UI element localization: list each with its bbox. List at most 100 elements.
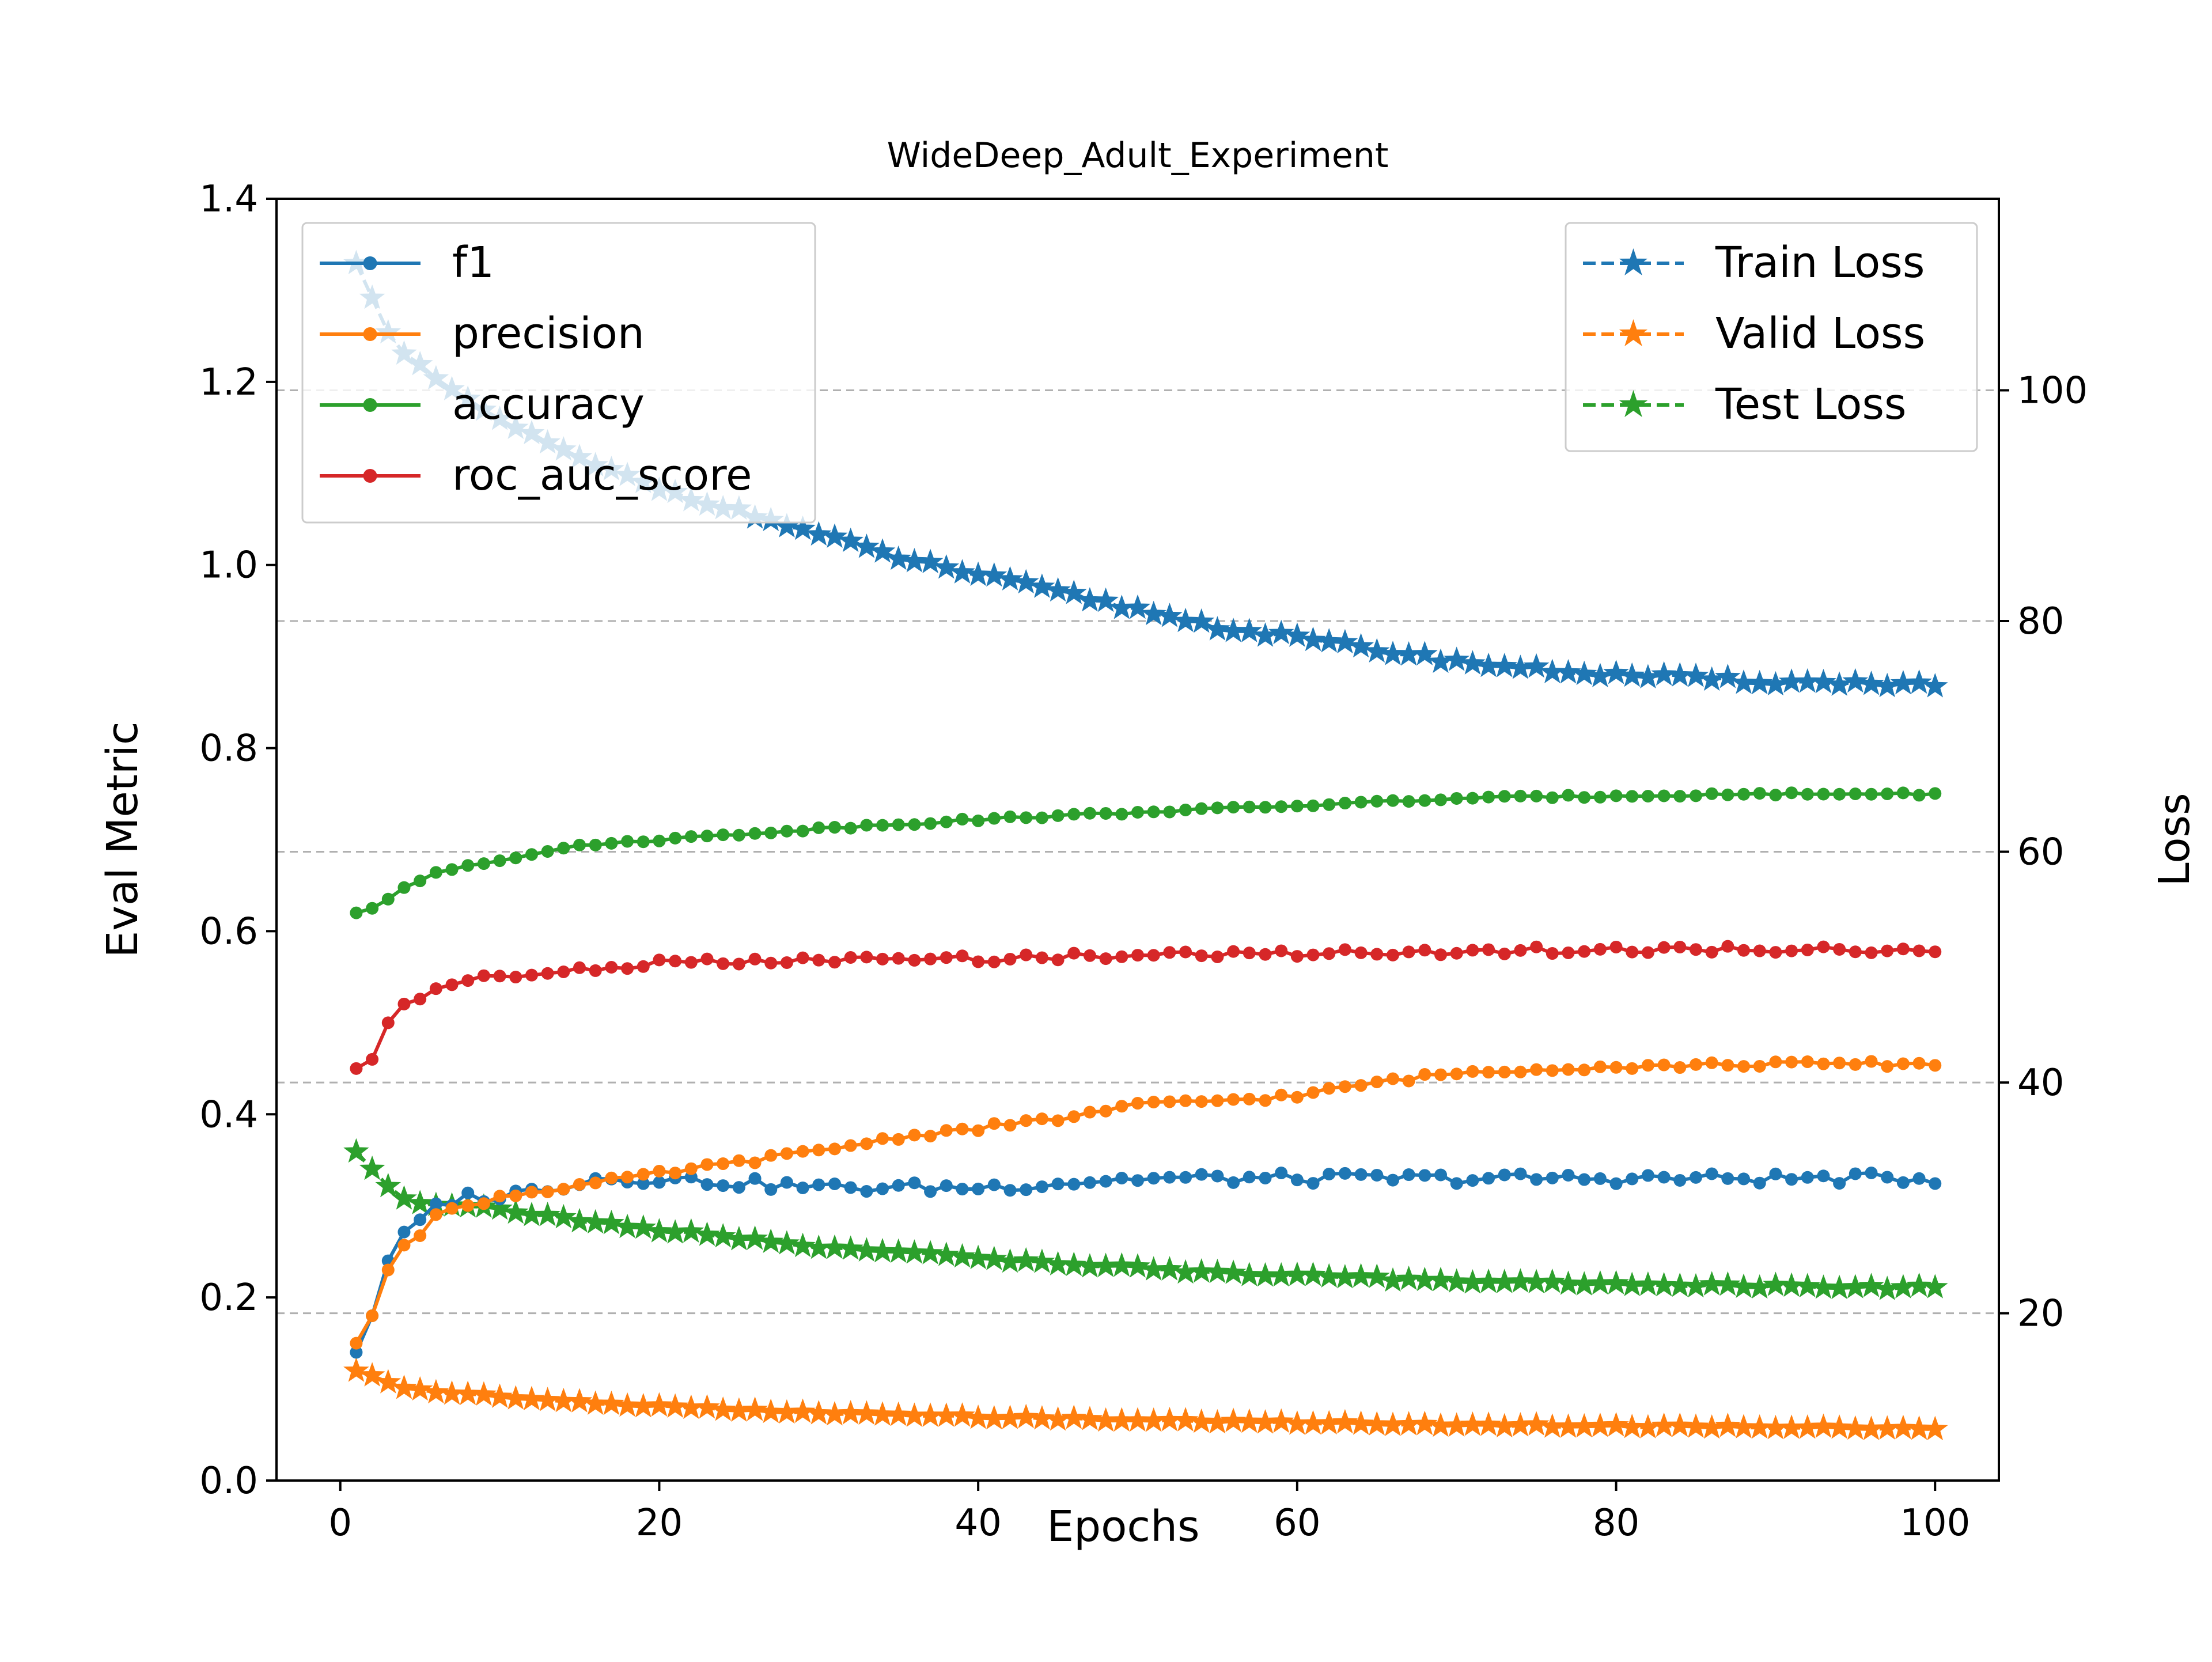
data-point xyxy=(1434,1168,1448,1182)
data-point-star xyxy=(343,1357,369,1382)
data-point xyxy=(1865,788,1878,801)
data-point-star xyxy=(885,1238,911,1263)
data-point xyxy=(876,1182,889,1195)
data-point xyxy=(1179,945,1192,959)
data-point xyxy=(1466,944,1479,957)
data-point-star xyxy=(838,1235,864,1260)
data-point-star xyxy=(1555,1270,1581,1295)
series-line xyxy=(355,944,1936,1070)
data-point-star xyxy=(1220,1259,1247,1284)
data-point xyxy=(1849,788,1862,801)
data-point xyxy=(1418,1068,1431,1081)
data-point xyxy=(1386,794,1399,807)
data-point-star xyxy=(869,1237,896,1263)
data-point-star xyxy=(1300,1261,1326,1286)
data-point-star xyxy=(1236,1408,1263,1433)
series-line xyxy=(354,1171,1936,1353)
data-point xyxy=(1290,1091,1304,1104)
data-point xyxy=(812,1178,825,1191)
data-point xyxy=(1211,801,1224,815)
y-tick-label: 1.2 xyxy=(199,361,258,404)
data-point-star xyxy=(1093,587,1119,612)
data-point-star xyxy=(757,1228,784,1254)
y-tick-label: 1.4 xyxy=(199,178,258,221)
data-point-star xyxy=(550,1203,577,1229)
data-point-star xyxy=(407,1376,433,1401)
data-point-star xyxy=(1539,1268,1566,1293)
data-point xyxy=(1051,953,1065,967)
data-point xyxy=(1626,1172,1639,1186)
data-point-star xyxy=(1332,629,1358,654)
data-point-star xyxy=(1747,1414,1772,1439)
data-point xyxy=(1896,1057,1910,1070)
data-point xyxy=(700,1178,714,1191)
data-point xyxy=(1896,942,1910,956)
data-point xyxy=(1641,790,1654,803)
data-point xyxy=(1801,1055,1814,1069)
data-point xyxy=(509,1189,522,1202)
data-point xyxy=(1035,1112,1048,1126)
data-point xyxy=(1067,1110,1081,1123)
data-point xyxy=(860,819,873,832)
data-point xyxy=(1450,947,1463,960)
data-point xyxy=(493,1190,506,1203)
data-point xyxy=(1067,1178,1081,1191)
legend-label: Train Loss xyxy=(1715,238,1925,287)
data-point xyxy=(653,1164,666,1178)
data-point xyxy=(1801,943,1814,956)
data-point-star xyxy=(917,548,944,573)
data-point xyxy=(1386,948,1399,961)
data-point xyxy=(1626,945,1639,959)
legend-swatch-dot xyxy=(363,256,377,270)
data-point-star xyxy=(343,1138,369,1163)
data-point xyxy=(1020,948,1033,961)
data-point xyxy=(1482,1066,1495,1079)
data-point-star xyxy=(1922,673,1948,698)
data-point xyxy=(844,1139,857,1152)
chart-title: WideDeep_Adult_Experiment xyxy=(887,135,1389,176)
data-point-star xyxy=(757,1398,784,1424)
data-point xyxy=(700,952,714,966)
data-point xyxy=(1785,1173,1798,1186)
data-point xyxy=(940,1124,953,1137)
y2-tick-label: 100 xyxy=(2017,369,2088,412)
data-point xyxy=(1338,943,1351,956)
data-point xyxy=(445,863,459,876)
data-point xyxy=(1721,788,1734,801)
data-point-star xyxy=(949,1402,975,1427)
data-point xyxy=(1626,790,1639,803)
data-point-star xyxy=(1108,1252,1135,1277)
data-point xyxy=(1593,790,1607,804)
y2-tick-label: 40 xyxy=(2017,1062,2064,1104)
data-point-star xyxy=(1714,1413,1741,1437)
x-axis-label: Epochs xyxy=(1047,1502,1199,1551)
data-point xyxy=(1099,952,1112,966)
data-point xyxy=(1131,1174,1144,1187)
data-point-star xyxy=(805,1400,832,1425)
data-point-star xyxy=(1906,669,1932,694)
data-point-star xyxy=(646,1392,672,1417)
data-point xyxy=(1370,1168,1384,1182)
data-point xyxy=(1578,945,1591,958)
data-point xyxy=(589,1176,602,1190)
data-point xyxy=(1003,810,1017,823)
data-point-star xyxy=(1523,1411,1550,1436)
data-point xyxy=(1769,1055,1782,1069)
data-point-star xyxy=(1188,1258,1215,1283)
data-point xyxy=(1705,945,1718,959)
data-point-star xyxy=(1427,1266,1454,1292)
axes-layer: 0 20 40 60 80 100 0.0 0.2 0.4 0.6 0.8 1.0 1.2 1.4 20 40… xyxy=(199,178,2088,1544)
legend-swatch-star xyxy=(1619,319,1648,346)
data-point-star xyxy=(1508,1268,1533,1293)
data-point-star xyxy=(1060,1404,1087,1429)
data-point xyxy=(1163,1171,1176,1184)
y2-axis-label: Loss xyxy=(2150,793,2199,886)
data-point-star xyxy=(902,1239,927,1264)
data-point xyxy=(637,835,650,849)
data-point xyxy=(350,1337,363,1350)
data-point-star xyxy=(965,561,991,586)
legend-swatch-dot xyxy=(363,469,377,483)
data-point xyxy=(748,1172,762,1185)
data-point xyxy=(908,818,921,831)
data-point xyxy=(366,902,379,915)
